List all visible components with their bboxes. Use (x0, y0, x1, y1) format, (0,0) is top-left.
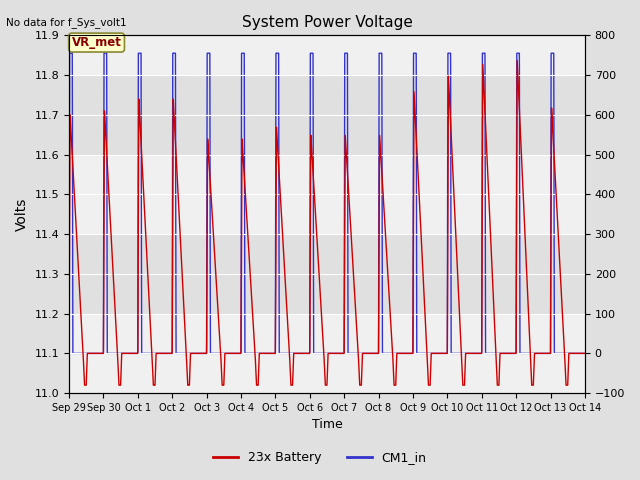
Y-axis label: Volts: Volts (15, 198, 29, 231)
Bar (69, 75, 585, 155)
Bar (69, 234, 585, 313)
Bar (69, 313, 585, 393)
Legend: 23x Battery, CM1_in: 23x Battery, CM1_in (208, 446, 432, 469)
X-axis label: Time: Time (312, 419, 342, 432)
Bar (69, 36, 585, 75)
Title: System Power Voltage: System Power Voltage (241, 15, 412, 30)
Text: No data for f_Sys_volt1: No data for f_Sys_volt1 (6, 17, 127, 28)
Bar (69, 155, 585, 234)
Text: VR_met: VR_met (72, 36, 122, 49)
